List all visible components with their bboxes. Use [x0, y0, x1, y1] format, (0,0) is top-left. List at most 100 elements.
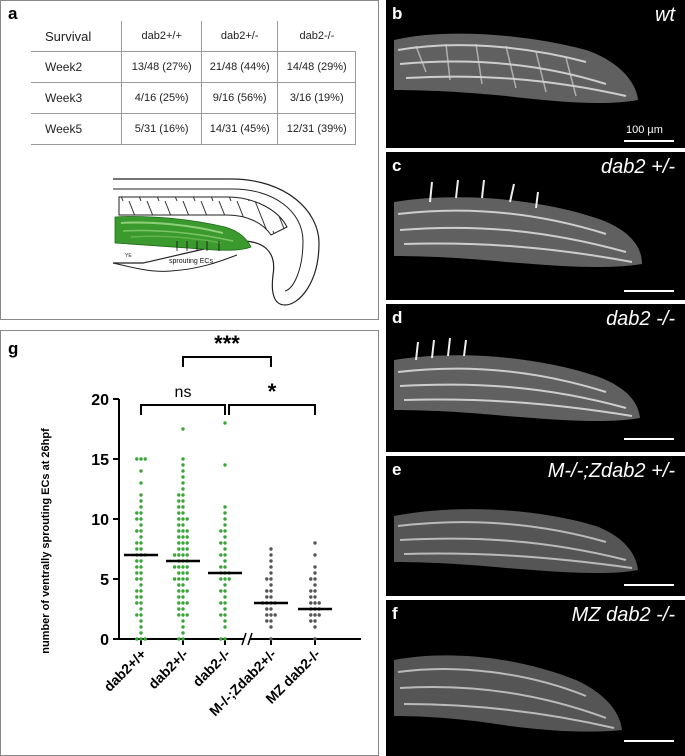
scale-bar [624, 290, 674, 292]
micrograph-c-title: dab2 +/- [601, 156, 675, 178]
micrograph-d: d dab2 -/- [386, 304, 685, 452]
data-point [219, 577, 223, 581]
data-point [265, 577, 269, 581]
data-point [139, 607, 143, 611]
data-point [177, 523, 181, 527]
panel-g: g 0 5 10 15 20 dab2+/+ dab2+/- dab2-/- M-/-;Zdab… [0, 330, 379, 756]
data-point [223, 589, 227, 593]
data-point [181, 541, 185, 545]
data-point [139, 535, 143, 539]
data-point [269, 553, 273, 557]
data-point [223, 595, 227, 599]
data-point [265, 595, 269, 599]
data-point [139, 631, 143, 635]
data-point [139, 547, 143, 551]
data-point [313, 553, 317, 557]
data-point [181, 619, 185, 623]
data-point [223, 523, 227, 527]
data-point [185, 535, 189, 539]
data-point [313, 613, 317, 617]
table-cell: 5/31 (16%) [121, 113, 202, 145]
data-point [181, 631, 185, 635]
micrograph-e-title: M-/-;Zdab2 +/- [547, 460, 675, 482]
table-cell: Week5 [31, 113, 123, 145]
x-tick-label: dab2-/- [189, 646, 233, 690]
table-header-cell: dab2+/+ [121, 21, 202, 52]
data-point [135, 637, 139, 641]
data-point [181, 463, 185, 467]
micrograph-f-title: MZ dab2 -/- [571, 604, 675, 626]
embryo-schematic: YE sprouting ECs [112, 178, 320, 306]
data-point [313, 619, 317, 623]
table-row: Week3 4/16 (25%) 9/16 (56%) 3/16 (19%) [31, 82, 356, 114]
data-point [181, 553, 185, 557]
data-point [177, 499, 181, 503]
data-point [223, 529, 227, 533]
data-point [223, 541, 227, 545]
data-point [139, 571, 143, 575]
significance-label: *** [214, 331, 240, 356]
data-point [185, 541, 189, 545]
data-point [139, 625, 143, 629]
data-point [309, 577, 313, 581]
data-point [177, 583, 181, 587]
data-point [223, 577, 227, 581]
data-point [181, 607, 185, 611]
data-point [139, 529, 143, 533]
data-point [219, 613, 223, 617]
scale-bar [624, 584, 674, 586]
data-point [177, 595, 181, 599]
data-point [139, 577, 143, 581]
data-point [313, 541, 317, 545]
data-point [223, 547, 227, 551]
data-point [181, 505, 185, 509]
x-tick-label: dab2+/+ [100, 646, 149, 695]
data-point [181, 499, 185, 503]
data-point [177, 613, 181, 617]
data-point [139, 619, 143, 623]
data-point [313, 625, 317, 629]
micrograph-f: f MZ dab2 -/- [386, 600, 685, 756]
data-point [139, 613, 143, 617]
data-point [135, 577, 139, 581]
data-point [309, 595, 313, 599]
data-point [273, 613, 277, 617]
data-point [135, 457, 139, 461]
data-point [135, 559, 139, 563]
scale-bar [624, 438, 674, 440]
somite-band [118, 196, 288, 236]
data-point [219, 529, 223, 533]
x-tick-label: dab2+/- [145, 646, 191, 692]
data-point [313, 589, 317, 593]
significance-label: * [268, 379, 277, 404]
table-cell: Week3 [31, 82, 123, 114]
data-point [219, 541, 223, 545]
data-point [313, 601, 317, 605]
data-point [223, 553, 227, 557]
data-point [309, 601, 313, 605]
data-point [219, 565, 223, 569]
data-point [135, 571, 139, 575]
data-point [223, 559, 227, 563]
data-point [135, 565, 139, 569]
data-point [181, 475, 185, 479]
table-cell: 14/48 (29%) [277, 51, 356, 83]
data-point [309, 589, 313, 593]
data-point [269, 547, 273, 551]
data-point [139, 523, 143, 527]
sprouting-chart: 05101520dab2+/+dab2+/-dab2-/-M-/-;Zdab2+… [40, 331, 361, 719]
data-point [177, 511, 181, 515]
data-point [227, 577, 231, 581]
data-point [181, 595, 185, 599]
data-point [219, 601, 223, 605]
significance-bracket [182, 356, 272, 367]
panel-a-label: a [8, 4, 18, 23]
data-point [177, 505, 181, 509]
data-point [265, 607, 269, 611]
data-point [172, 577, 177, 581]
data-point [135, 517, 139, 521]
data-point [223, 505, 227, 509]
micrograph-d-title: dab2 -/- [606, 308, 675, 330]
micrograph-f-image [394, 655, 622, 732]
data-point [313, 577, 317, 581]
